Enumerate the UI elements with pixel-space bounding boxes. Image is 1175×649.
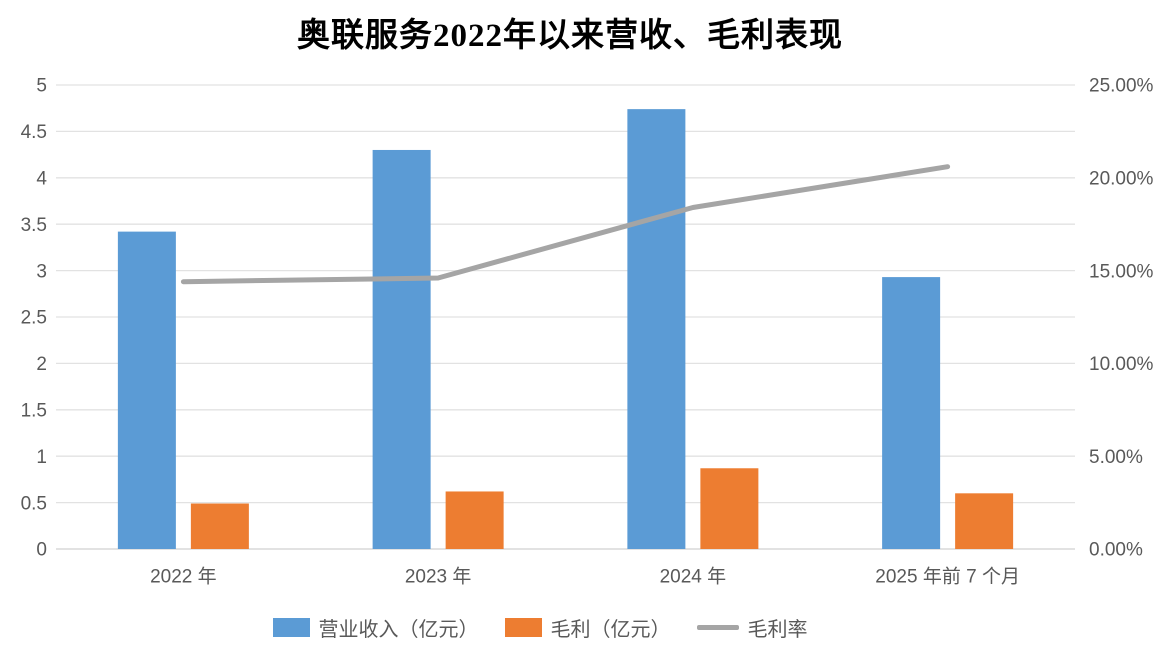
category-label: 2025 年前 7 个月 [875,566,1020,588]
gross-profit-bar [955,493,1014,549]
right-axis-tick-label: 25.00% [1089,76,1154,97]
revenue-bar [882,277,941,549]
gross-profit-bar [445,491,504,549]
category-label: 2024 年 [660,566,727,588]
left-axis-tick-label: 2.5 [21,308,47,329]
left-axis-tick-label: 4.5 [21,122,47,143]
revenue-bar [117,231,176,549]
legend-item: 毛利率 [696,613,808,642]
legend-line-swatch [696,625,739,630]
left-axis-tick-label: 2 [36,354,47,375]
legend-item: 营业收入（亿元） [272,613,479,642]
legend-label: 营业收入（亿元） [318,619,479,641]
chart-title: 奥联服务2022年以来营收、毛利表现 [297,18,843,54]
right-axis-tick-label: 0.00% [1089,540,1143,561]
legend-color-swatch [504,618,542,637]
right-axis-tick-label: 10.00% [1089,354,1154,375]
category-label: 2022 年 [150,566,217,588]
legend-color-swatch [272,618,310,637]
left-axis-tick-label: 4 [36,168,47,189]
gross-profit-bar [190,503,249,549]
gross-profit-bar [700,468,759,549]
legend-label: 毛利（亿元） [550,619,671,641]
left-axis-tick-label: 1 [36,447,47,468]
left-axis-tick-label: 1.5 [21,400,47,421]
legend: 营业收入（亿元） 毛利（亿元） 毛利率 [0,613,1080,642]
right-axis-tick-label: 5.00% [1089,447,1143,468]
left-axis-tick-label: 0.5 [21,493,47,514]
right-axis-tick-label: 15.00% [1089,261,1154,282]
right-axis-tick-label: 20.00% [1089,168,1154,189]
category-label: 2023 年 [405,566,472,588]
left-axis-tick-label: 0 [36,540,47,561]
gross-margin-line [180,164,951,285]
revenue-bar [372,149,431,549]
left-axis-tick-label: 3.5 [21,215,47,236]
revenue-bar [627,109,686,550]
legend-label: 毛利率 [747,619,808,641]
left-axis-tick-label: 5 [36,76,47,97]
left-axis-tick-label: 3 [36,261,47,282]
legend-item: 毛利（亿元） [504,613,671,642]
